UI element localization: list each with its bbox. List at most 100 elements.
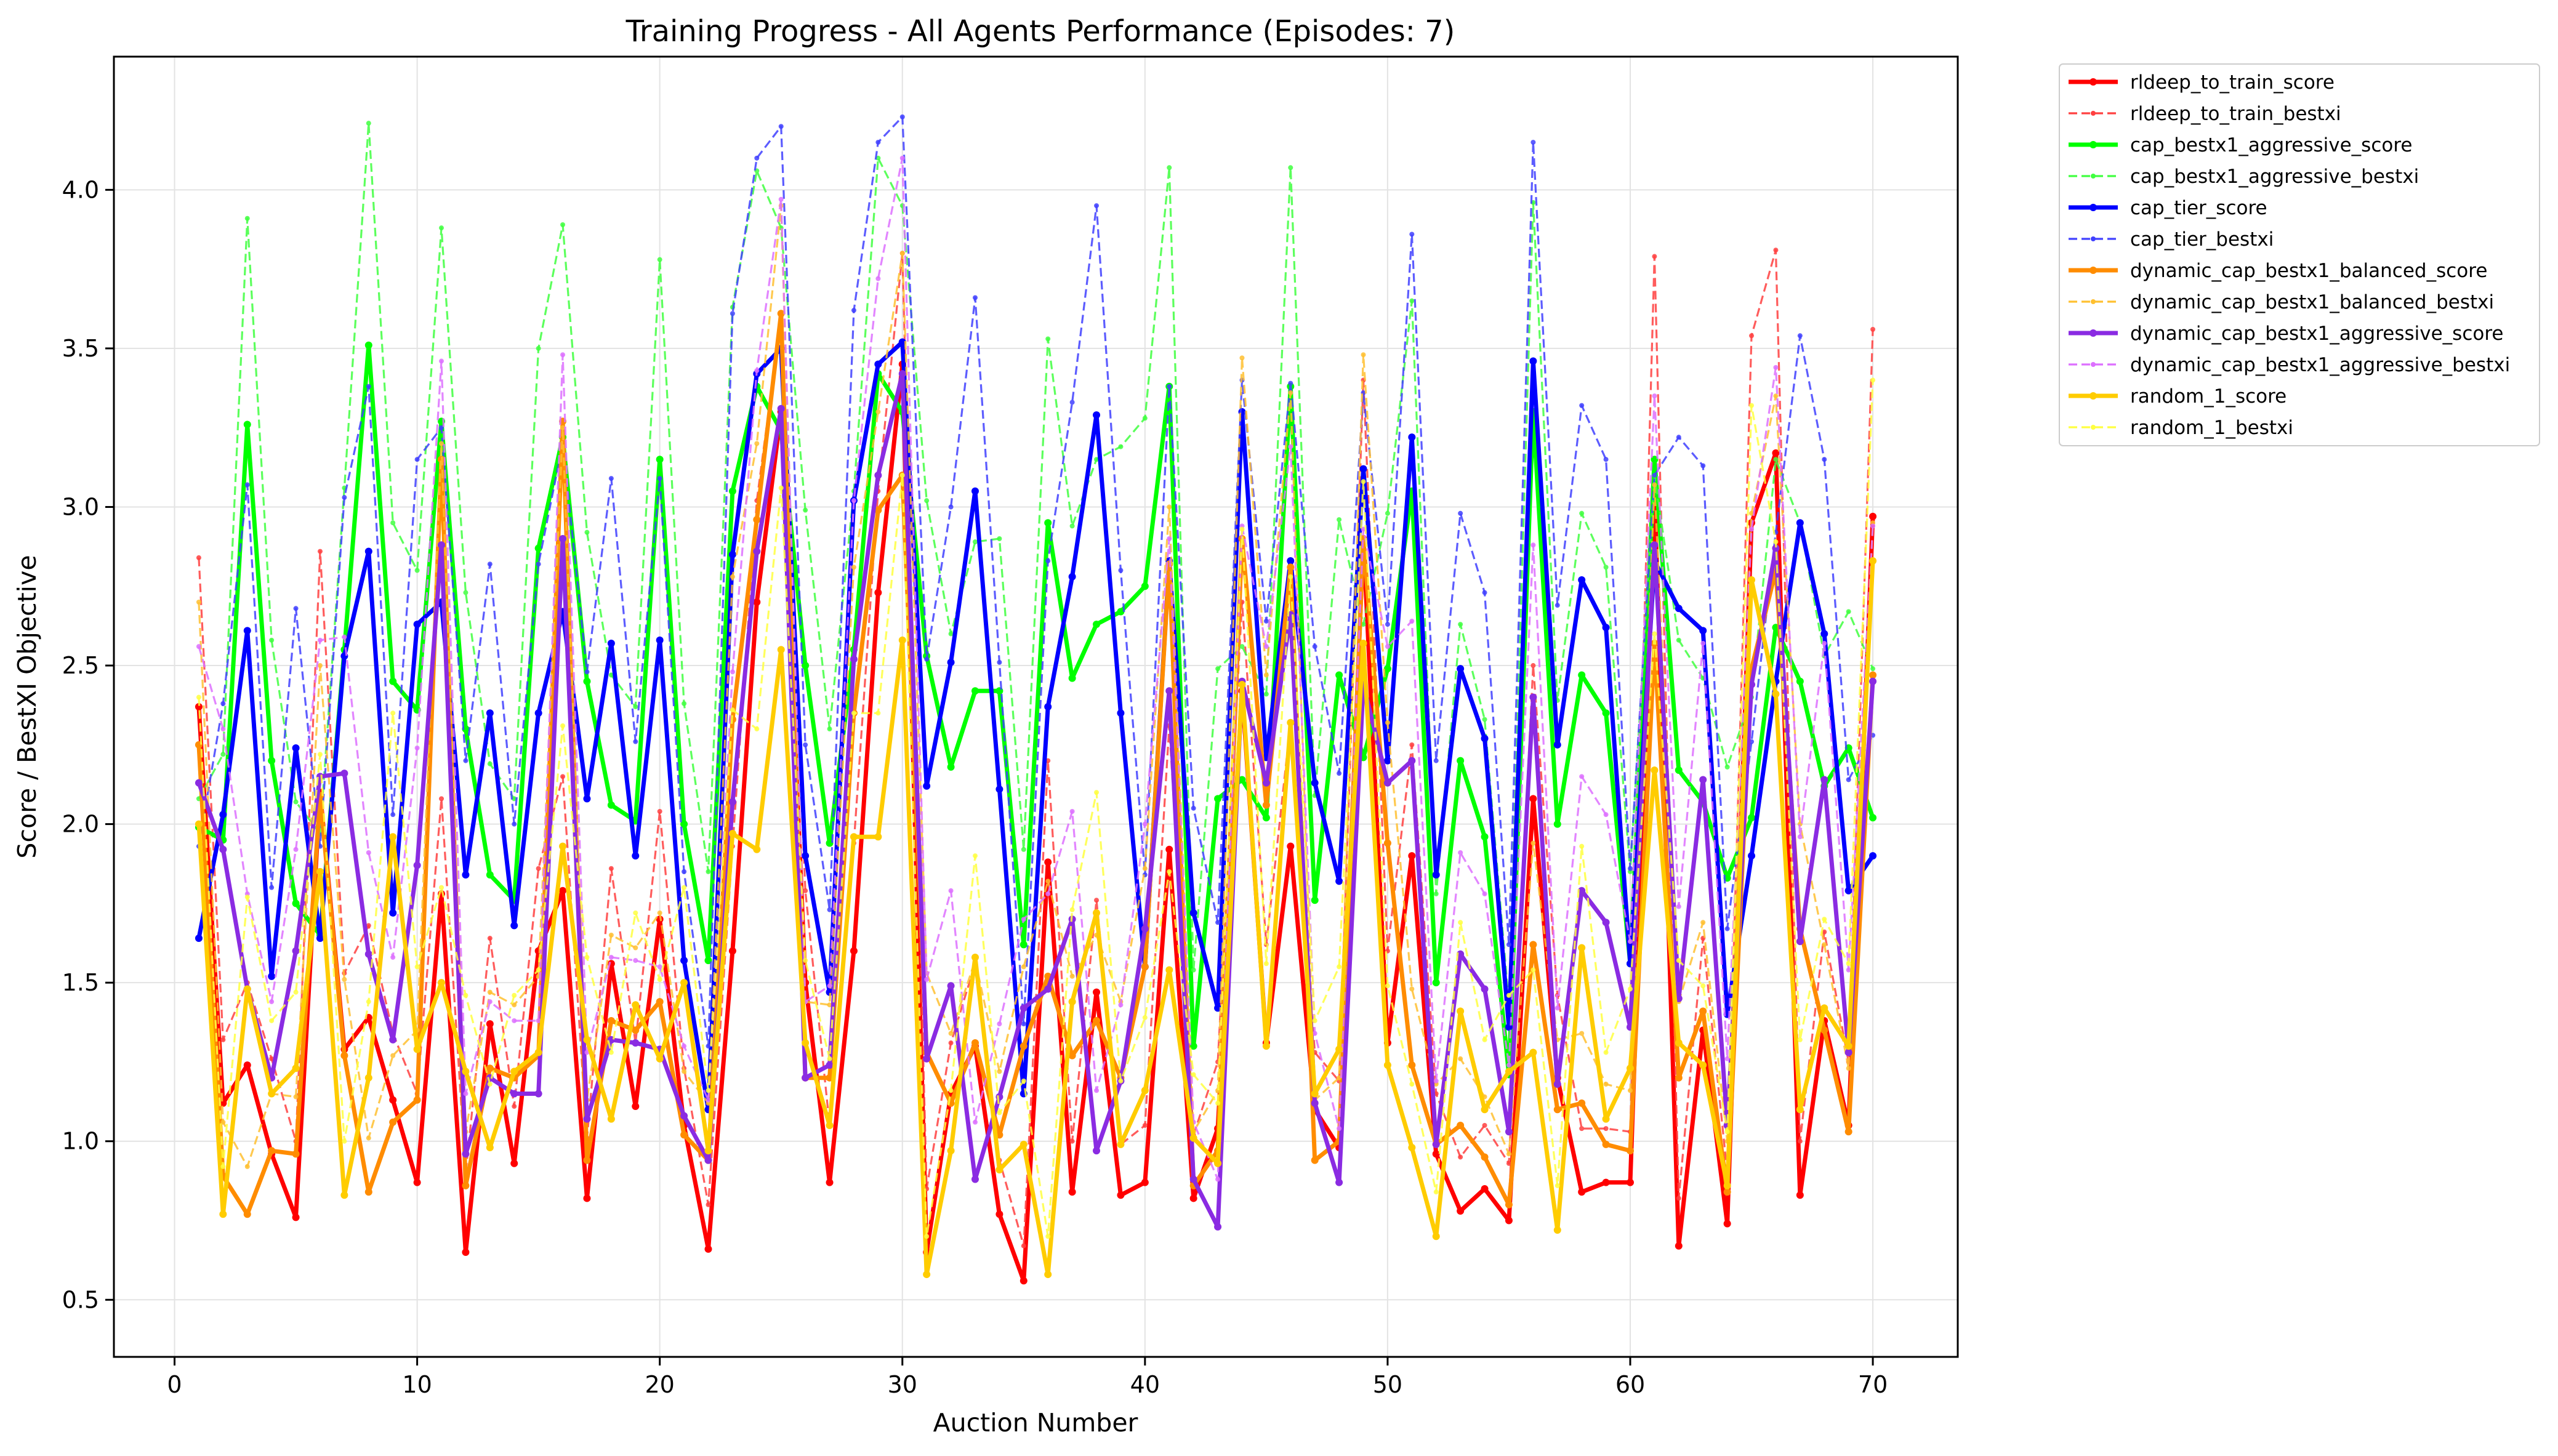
data-point [486, 1064, 494, 1072]
data-point [657, 476, 662, 481]
data-point [1312, 1018, 1317, 1023]
data-point [704, 1156, 712, 1164]
data-point [971, 1039, 979, 1047]
legend-marker [2089, 204, 2097, 211]
data-point [195, 779, 203, 787]
data-point [971, 687, 979, 695]
data-point [1700, 920, 1706, 925]
data-point [269, 885, 275, 890]
data-point [1699, 627, 1707, 635]
data-point [390, 1053, 396, 1058]
data-point [971, 1175, 979, 1183]
data-point [1433, 758, 1439, 763]
data-point [875, 140, 881, 145]
data-point [1069, 973, 1075, 979]
data-point [1675, 1242, 1683, 1250]
data-point [633, 704, 638, 709]
data-point [1142, 1015, 1148, 1020]
data-point [220, 1119, 226, 1125]
data-point [1044, 858, 1052, 866]
legend-item: dynamic_cap_bestx1_aggressive_bestxi [2069, 354, 2510, 376]
data-point [1844, 887, 1852, 895]
data-point [1045, 336, 1051, 342]
data-point [1458, 510, 1463, 516]
data-point [1093, 909, 1101, 917]
data-point [680, 1112, 688, 1120]
data-point [753, 547, 761, 555]
data-point [728, 550, 736, 558]
data-point [1773, 539, 1779, 545]
data-point [1094, 790, 1100, 795]
series-random-1-score [195, 557, 1877, 1279]
data-point [219, 811, 227, 819]
data-point [1603, 1050, 1609, 1055]
data-point [1263, 961, 1269, 967]
data-point [1189, 1194, 1197, 1202]
y-tick-label: 1.5 [62, 969, 99, 996]
data-point [923, 1055, 931, 1063]
data-point [220, 1164, 226, 1169]
data-point [292, 1064, 300, 1072]
data-point [1820, 630, 1828, 638]
data-point [1458, 622, 1463, 627]
data-point [1118, 568, 1124, 573]
legend-item: rldeep_to_train_score [2069, 71, 2335, 94]
series-dynamic-cap-bestx1-aggressive-bestxi [196, 155, 1876, 1182]
data-point [414, 457, 420, 462]
data-point [584, 669, 590, 675]
data-point [1432, 979, 1440, 987]
data-point [1093, 1016, 1101, 1024]
data-point [1458, 1154, 1463, 1160]
data-point [340, 1052, 348, 1060]
data-point [1335, 671, 1343, 679]
data-point [1869, 512, 1877, 520]
data-point [1602, 1140, 1610, 1148]
data-point [1093, 411, 1101, 419]
data-point [1846, 609, 1851, 614]
series-line [196, 560, 1875, 1277]
data-point [728, 487, 736, 495]
data-point [1311, 779, 1319, 787]
legend-marker [2089, 392, 2097, 400]
data-point [1359, 465, 1367, 473]
data-point [584, 1050, 590, 1055]
data-point [1797, 333, 1803, 339]
data-point [1505, 1201, 1513, 1209]
data-point [196, 600, 201, 605]
data-point [608, 672, 614, 678]
series-line [198, 157, 1874, 1181]
data-point [1409, 742, 1415, 747]
data-point [559, 534, 567, 542]
data-point [1432, 1150, 1440, 1158]
series-line [198, 116, 1874, 1047]
data-point [1579, 1031, 1585, 1036]
data-point [1652, 393, 1657, 399]
data-point [1142, 821, 1148, 827]
data-point [292, 744, 300, 752]
data-point [948, 631, 954, 637]
data-point [1335, 1178, 1343, 1186]
data-point [656, 456, 664, 464]
data-point [851, 308, 856, 313]
data-point [219, 1210, 227, 1218]
data-point [1069, 808, 1075, 814]
data-point [754, 155, 760, 161]
data-point [1578, 1099, 1586, 1107]
data-point [1311, 1099, 1319, 1107]
data-point [1045, 891, 1051, 896]
data-point [536, 561, 541, 567]
data-point [1117, 1140, 1125, 1148]
data-point [1337, 771, 1342, 776]
data-point [1529, 795, 1537, 803]
series-line [198, 122, 1874, 1006]
legend-marker [2091, 362, 2096, 367]
data-point [1118, 1078, 1124, 1084]
grid [114, 57, 1958, 1357]
data-point [682, 1044, 687, 1049]
data-point [1482, 891, 1487, 896]
data-point [1337, 1126, 1342, 1132]
data-point [390, 710, 396, 716]
data-point [1020, 941, 1028, 949]
data-point [244, 895, 250, 900]
data-point [1191, 1072, 1196, 1077]
